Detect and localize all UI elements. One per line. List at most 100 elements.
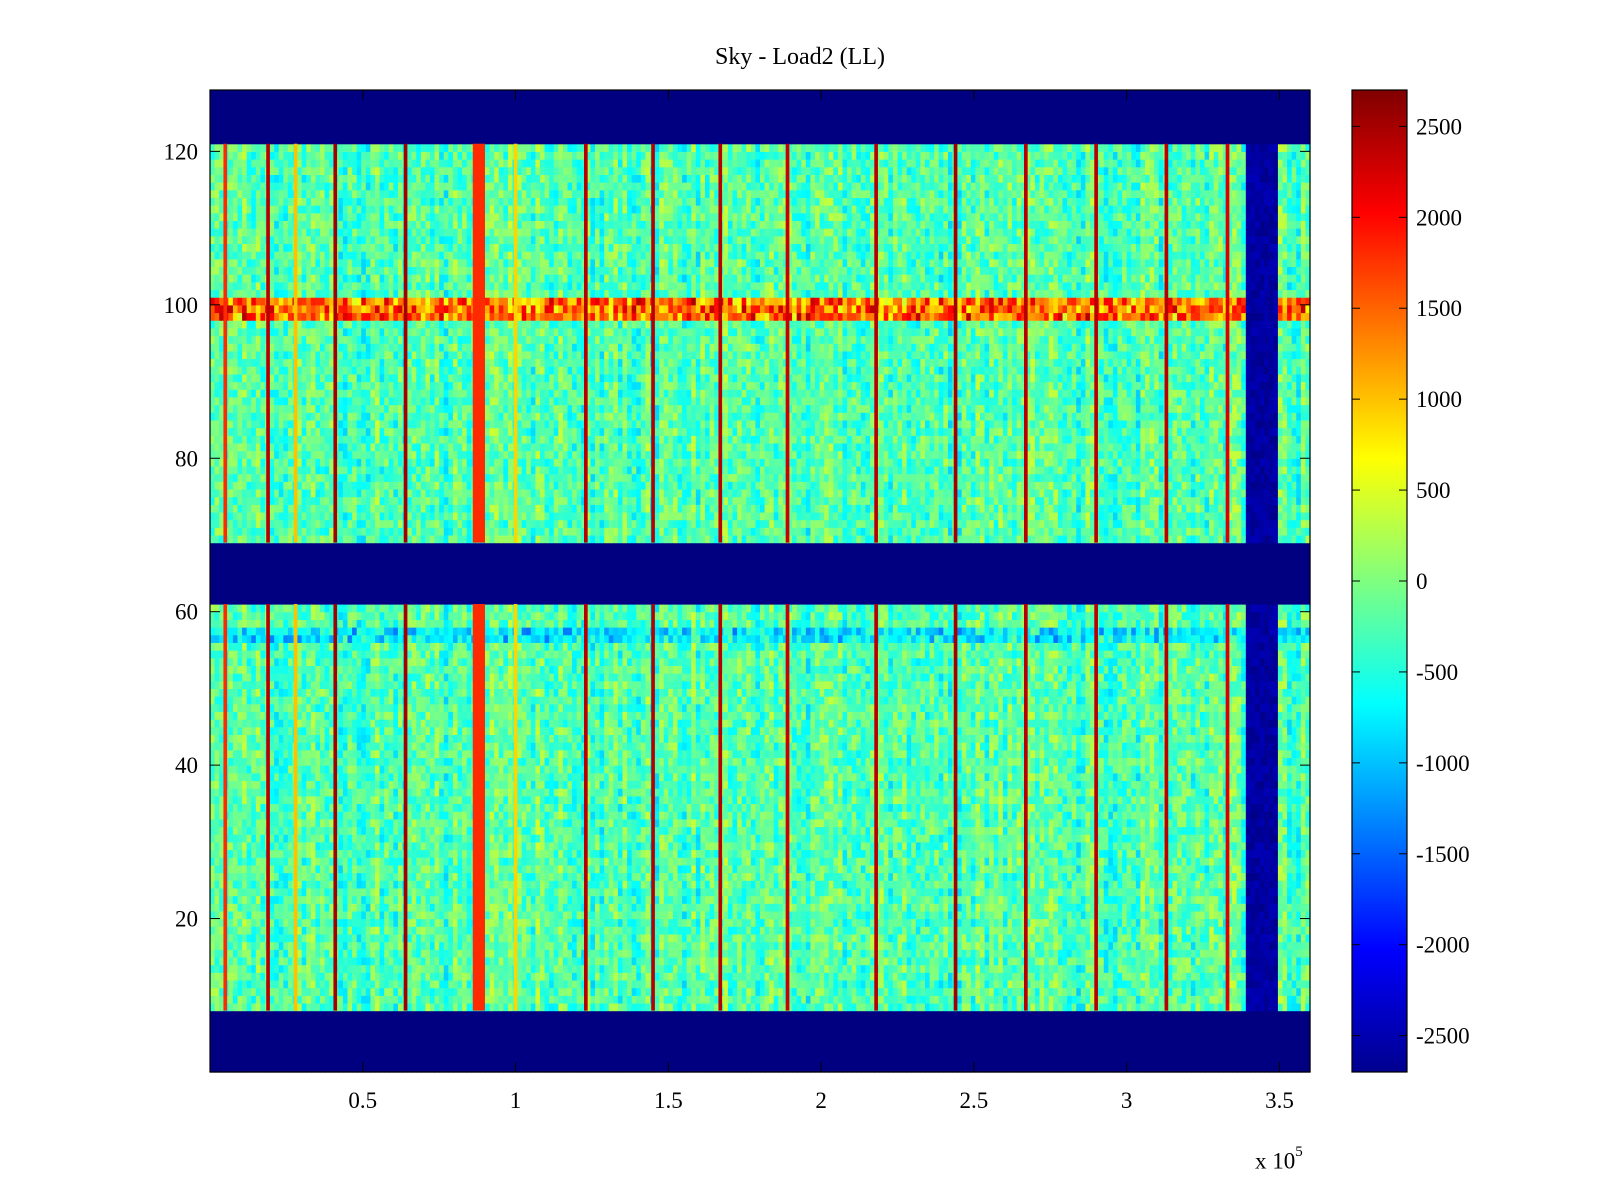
heatmap-cell [214, 849, 220, 858]
heatmap-cell [242, 136, 248, 145]
heatmap-cell [315, 519, 321, 528]
heatmap-cell [338, 1018, 344, 1027]
heatmap-cell [260, 450, 266, 459]
heatmap-cell [347, 289, 353, 298]
heatmap-cell [260, 926, 266, 935]
heatmap-cell [278, 887, 284, 897]
heatmap-cell [342, 120, 349, 129]
heatmap-cell [365, 182, 372, 191]
heatmap-cell [228, 995, 234, 1004]
heatmap-cell [283, 872, 289, 881]
heatmap-cell [306, 128, 312, 137]
heatmap-cell [242, 742, 248, 751]
heatmap-cell [306, 511, 312, 521]
heatmap-cell [315, 220, 321, 229]
heatmap-cell [384, 910, 390, 920]
heatmap-cell [297, 550, 303, 559]
heatmap-cell [255, 258, 262, 268]
heatmap-cell [315, 458, 321, 467]
heatmap-cell [255, 979, 262, 989]
heatmap-cell [278, 458, 284, 467]
heatmap-cell [356, 450, 362, 459]
heatmap-cell [356, 473, 362, 482]
heatmap-cell [283, 949, 289, 958]
heatmap-cell [260, 550, 266, 559]
heatmap-cell [301, 519, 307, 528]
heatmap-cell [320, 105, 326, 114]
heatmap-cell [320, 373, 326, 383]
heatmap-cell [269, 251, 275, 260]
heatmap-cell [269, 811, 275, 820]
heatmap-cell [320, 765, 326, 774]
heatmap-cell [338, 895, 344, 904]
heatmap-cell [324, 151, 330, 160]
heatmap-cell [269, 933, 275, 943]
heatmap-cell [242, 573, 248, 582]
heatmap-cell [365, 366, 372, 375]
heatmap-cell [269, 726, 275, 736]
heatmap-cell [315, 205, 321, 214]
heatmap-cell [260, 113, 266, 122]
heatmap-cell [232, 749, 239, 759]
heatmap-cell [361, 419, 367, 429]
heatmap-cell [210, 803, 216, 812]
heatmap-cell [352, 573, 358, 582]
heatmap-cell [255, 987, 262, 996]
heatmap-cell [315, 381, 321, 390]
heatmap-cell [306, 189, 312, 198]
heatmap-cell [329, 542, 335, 551]
heatmap-cell [375, 711, 381, 720]
heatmap-cell [320, 496, 326, 505]
heatmap-cell [228, 972, 234, 981]
heatmap-cell [251, 189, 257, 198]
heatmap-cell [232, 772, 239, 782]
heatmap-cell [246, 665, 252, 674]
heatmap-cell [365, 205, 372, 214]
heatmap-cell [361, 657, 367, 666]
heatmap-cell [320, 320, 326, 329]
heatmap-cell [375, 581, 381, 590]
heatmap-cell [310, 956, 317, 966]
heatmap-cell [251, 358, 257, 367]
heatmap-cell [384, 811, 390, 820]
heatmap-cell [278, 258, 284, 268]
heatmap-cell [310, 228, 317, 237]
heatmap-cell [329, 442, 335, 452]
heatmap-cell [228, 128, 234, 137]
heatmap-cell [297, 381, 303, 390]
heatmap-cell [251, 488, 257, 498]
heatmap-cell [232, 358, 239, 367]
heatmap-cell [338, 228, 344, 237]
heatmap-cell [379, 419, 385, 429]
heatmap-cell [260, 757, 266, 766]
heatmap-cell [269, 588, 275, 597]
heatmap-cell [297, 151, 303, 160]
heatmap-cell [242, 857, 248, 866]
heatmap-cell [342, 596, 349, 605]
heatmap-cell [228, 258, 234, 268]
heatmap-cell [306, 726, 312, 736]
heatmap-cell [219, 880, 225, 889]
heatmap-cell [246, 312, 252, 321]
heatmap-cell [379, 826, 385, 835]
heatmap-cell [356, 174, 362, 183]
heatmap-cell [246, 780, 252, 789]
heatmap-cell [274, 404, 280, 413]
heatmap-cell [246, 481, 252, 490]
heatmap-cell [306, 258, 312, 268]
heatmap-cell [329, 673, 335, 682]
heatmap-cell [347, 458, 353, 467]
heatmap-cell [347, 427, 353, 436]
heatmap-cell [310, 680, 317, 689]
heatmap-cell [228, 818, 234, 828]
heatmap-cell [260, 312, 266, 321]
heatmap-cell [375, 611, 381, 620]
heatmap-cell [310, 757, 317, 766]
heatmap-cell [365, 396, 372, 406]
heatmap-cell [315, 251, 321, 260]
heatmap-cell [306, 450, 312, 459]
heatmap-cell [310, 258, 317, 268]
heatmap-cell [219, 274, 225, 283]
heatmap-cell [342, 588, 349, 597]
heatmap-cell [384, 834, 390, 843]
